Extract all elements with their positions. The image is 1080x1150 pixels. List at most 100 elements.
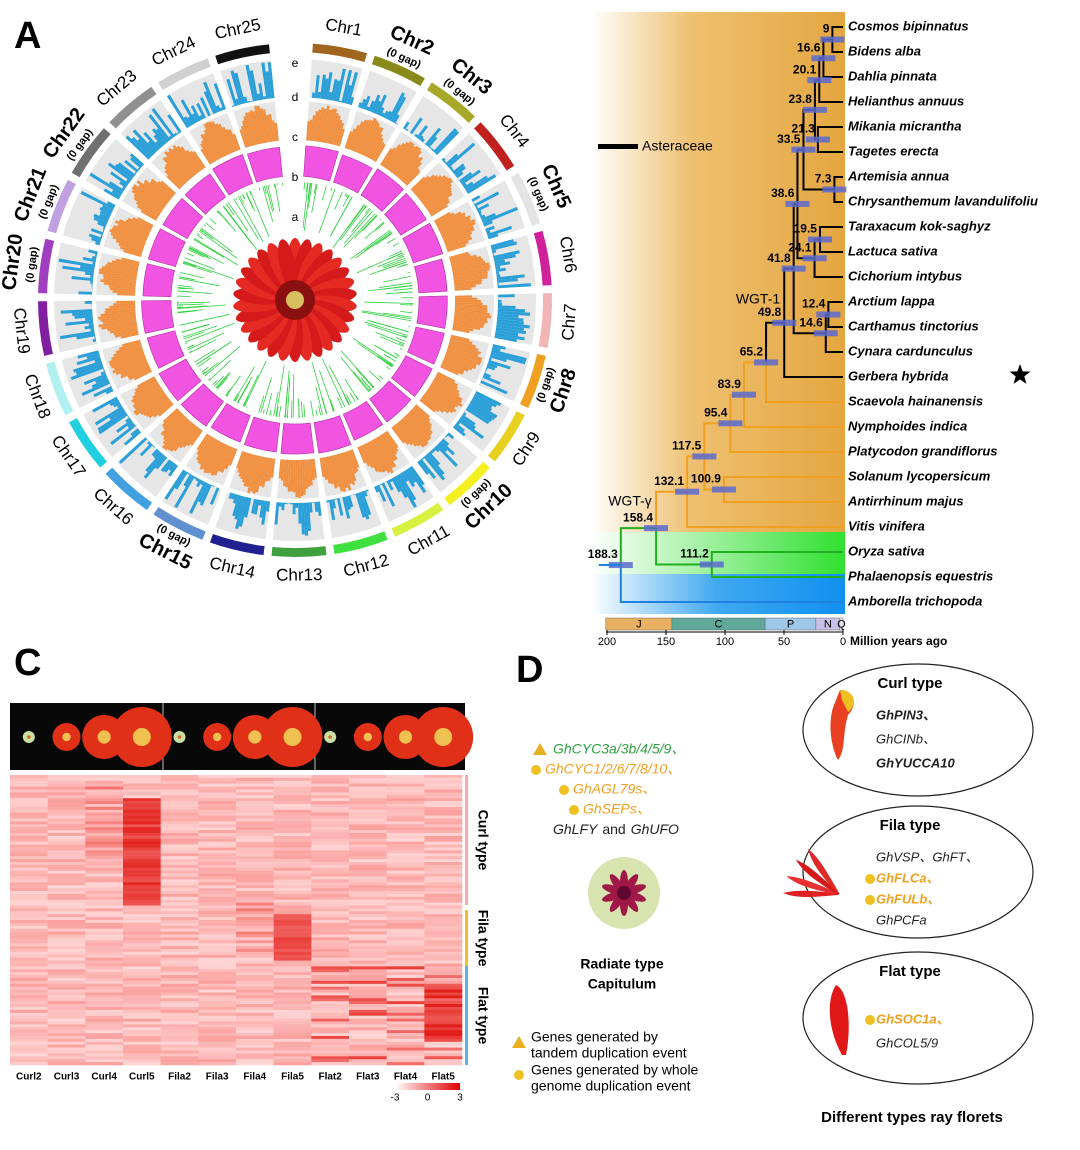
heat-cell xyxy=(311,835,350,840)
density-bar xyxy=(454,284,476,289)
density-bar xyxy=(118,243,143,253)
density-bar xyxy=(267,458,274,481)
density-bar xyxy=(155,455,168,470)
heat-cell xyxy=(311,775,350,779)
heat-cell xyxy=(85,783,124,787)
heat-cell xyxy=(160,862,199,866)
density-bar xyxy=(152,445,155,448)
heat-cell xyxy=(386,1001,425,1005)
density-bar xyxy=(133,369,152,381)
snp-line xyxy=(177,287,195,290)
snp-line xyxy=(244,360,267,407)
density-bar xyxy=(409,465,425,486)
heat-cell xyxy=(236,859,274,863)
density-bar xyxy=(310,459,315,481)
density-bar xyxy=(439,440,455,456)
gc-track xyxy=(407,326,445,365)
heat-cell xyxy=(123,841,161,845)
density-bar xyxy=(401,418,427,447)
density-bar xyxy=(486,230,491,235)
heat-cell xyxy=(311,905,350,909)
heat-cell xyxy=(273,1044,312,1048)
density-bar xyxy=(496,271,500,275)
heat-cell xyxy=(85,1004,124,1008)
snp-line xyxy=(382,285,413,290)
heat-cell xyxy=(386,1030,425,1034)
heat-cell xyxy=(123,960,161,964)
density-bar xyxy=(132,387,163,408)
gc-track xyxy=(243,416,281,453)
heat-cell xyxy=(236,833,274,837)
heat-cell xyxy=(311,795,350,799)
heat-cell xyxy=(273,960,312,964)
density-bar xyxy=(318,108,327,143)
heat-cell xyxy=(273,972,312,976)
heat-cell xyxy=(160,951,199,956)
density-bar xyxy=(441,363,464,375)
density-bar xyxy=(340,452,353,485)
heat-cell xyxy=(47,812,86,816)
density-bar xyxy=(473,393,497,408)
density-bar xyxy=(471,398,492,412)
density-bar xyxy=(151,128,167,145)
density-bar xyxy=(107,201,116,208)
heat-cell xyxy=(236,1059,274,1063)
snp-line xyxy=(315,409,318,416)
gc-track xyxy=(158,358,202,402)
density-bar xyxy=(167,114,182,134)
heat-cell xyxy=(47,975,86,979)
flower-photo-center xyxy=(283,728,302,746)
density-bar xyxy=(76,355,101,366)
heat-cell xyxy=(85,850,124,854)
heat-cell xyxy=(10,885,48,889)
density-bar xyxy=(459,416,476,430)
chromosome-band xyxy=(69,418,108,468)
heat-cell xyxy=(10,864,48,869)
heat-cell xyxy=(349,838,387,842)
density-bar xyxy=(234,495,244,520)
density-bar xyxy=(350,494,353,496)
heat-cell xyxy=(273,830,312,834)
density-bar xyxy=(114,330,139,338)
snp-line xyxy=(364,221,384,239)
density-bar xyxy=(187,116,194,126)
heat-cell xyxy=(349,902,387,906)
heat-cell xyxy=(386,905,425,909)
density-bar xyxy=(111,227,147,243)
density-bar xyxy=(330,79,338,101)
density-bar xyxy=(453,275,488,283)
heat-cell xyxy=(47,908,86,912)
density-bar xyxy=(158,402,174,417)
heat-cell xyxy=(160,798,199,802)
snp-line xyxy=(233,366,256,402)
snp-line xyxy=(382,257,406,268)
density-bar xyxy=(113,302,136,306)
snp-line xyxy=(364,205,367,209)
density-bar xyxy=(308,459,313,486)
heat-cell xyxy=(424,818,463,822)
heat-cell xyxy=(236,934,274,938)
density-bar xyxy=(436,373,459,387)
density-bar xyxy=(116,300,136,304)
density-bar xyxy=(306,459,311,487)
density-bar xyxy=(454,297,478,301)
snp-line xyxy=(380,336,404,347)
branch xyxy=(818,80,843,103)
heat-cell xyxy=(10,812,48,816)
heat-cell xyxy=(47,902,86,906)
heat-cell xyxy=(236,1004,274,1008)
density-bar xyxy=(330,455,340,487)
heat-cell xyxy=(236,885,274,889)
column-label: Fila3 xyxy=(206,1072,229,1083)
heat-cell xyxy=(123,940,161,944)
heat-cell xyxy=(85,795,124,799)
density-bar xyxy=(429,449,434,454)
age-interval xyxy=(781,265,806,272)
snp-line xyxy=(334,191,343,210)
heat-cell xyxy=(160,1041,199,1045)
heat-cell xyxy=(349,1033,387,1037)
density-bar xyxy=(339,497,343,499)
heat-cell xyxy=(273,789,312,793)
heat-cell xyxy=(349,1059,387,1063)
density-bar xyxy=(497,308,526,313)
